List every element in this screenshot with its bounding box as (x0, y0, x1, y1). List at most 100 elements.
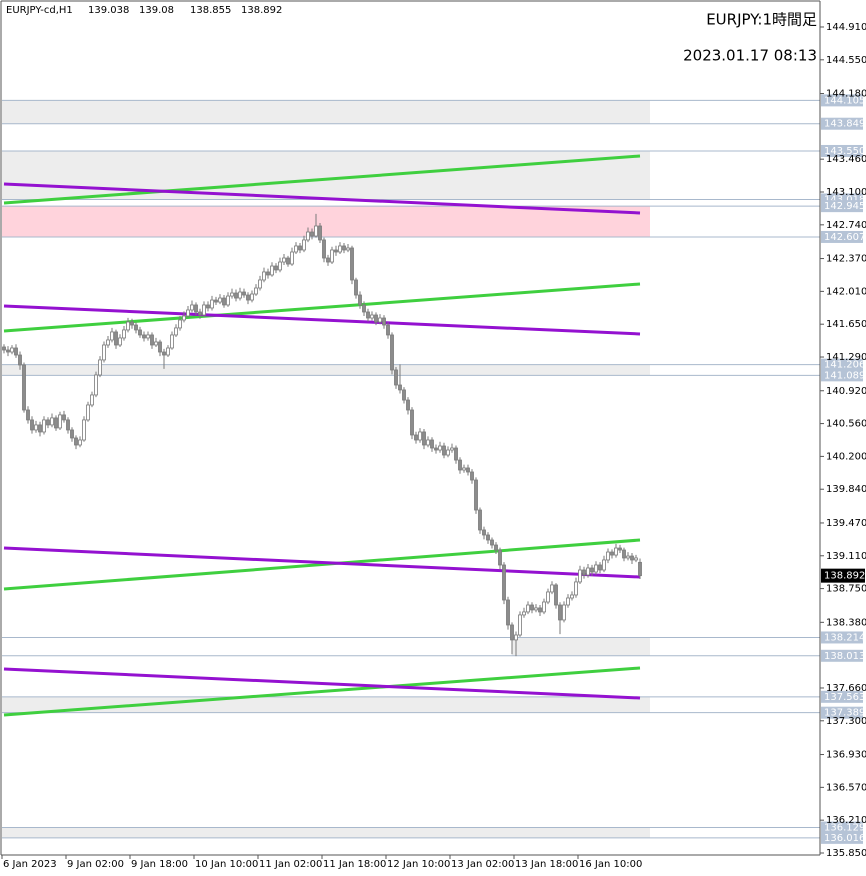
candle-body (30, 419, 34, 431)
candle-body (170, 334, 174, 349)
x-tick-label: 11 Jan 02:00 (259, 859, 322, 870)
candle-body (346, 247, 350, 251)
x-tick-label: 9 Jan 02:00 (67, 859, 124, 870)
candle-body (90, 394, 94, 406)
y-tick-label: 136.570 (826, 782, 866, 793)
candle-body (310, 231, 314, 237)
candle-body (410, 409, 414, 436)
candle-body (422, 431, 426, 446)
level-label: 142.945 (824, 201, 865, 212)
candle-body (294, 245, 298, 253)
candle-body (194, 304, 198, 313)
candle-body (490, 539, 494, 546)
candle-body (242, 291, 246, 296)
last-open: 139.038 (88, 5, 129, 16)
x-tick-label: 11 Jan 18:00 (323, 859, 386, 870)
last-low: 138.855 (190, 5, 231, 16)
level-label-box (821, 649, 863, 662)
candle-body (566, 597, 570, 606)
candle-body (386, 324, 390, 336)
y-tick-label: 137.300 (826, 716, 866, 727)
candle-body (114, 331, 118, 346)
candle-body (402, 389, 406, 401)
trendline (3, 667, 641, 700)
candle-body (306, 231, 310, 241)
candle-body (254, 287, 258, 295)
candle-body (462, 467, 466, 471)
candle-body (382, 317, 386, 326)
level-label: 136.016 (824, 833, 865, 844)
candle-body (50, 417, 54, 426)
zone (2, 206, 650, 237)
candle-body (322, 239, 326, 259)
candle-body (434, 447, 438, 451)
y-tick-label: 138.380 (826, 617, 866, 628)
candle-body (214, 299, 218, 303)
candle-body (542, 601, 546, 613)
candle-body (102, 344, 106, 361)
candle-body (354, 279, 358, 296)
level-label: 144.105 (824, 95, 865, 106)
level-label: 137.563 (824, 692, 865, 703)
candle-body (110, 331, 114, 341)
level-label: 138.013 (824, 651, 865, 662)
candle-body (538, 607, 542, 613)
y-tick-label: 144.910 (826, 22, 866, 33)
y-tick-label: 143.100 (826, 187, 866, 198)
candle-body (182, 315, 186, 321)
symbol: EURJPY-cd,H1 (6, 5, 73, 16)
zone (2, 100, 650, 124)
candle-body (618, 547, 622, 551)
candle-body (290, 251, 294, 265)
candle-body (486, 534, 490, 541)
y-tick-label: 142.740 (826, 220, 866, 231)
y-tick-label: 140.920 (826, 386, 866, 397)
trendline (3, 546, 641, 579)
candle-body (450, 447, 454, 451)
level-label-box (821, 831, 863, 844)
candle-body (226, 295, 230, 306)
y-tick-label: 139.840 (826, 484, 866, 495)
zone (2, 150, 650, 200)
trendline (3, 154, 641, 205)
candle-body (126, 321, 130, 331)
y-tick-label: 140.560 (826, 419, 866, 430)
candle-body (14, 347, 18, 356)
level-label: 143.018 (824, 194, 865, 205)
candle-body (174, 327, 178, 336)
chart-subtitle: 2023.01.17 08:13 (683, 47, 817, 65)
candle-body (534, 607, 538, 611)
candle-body (362, 304, 366, 313)
candle-body (602, 559, 606, 571)
trendline (3, 666, 641, 717)
candle-body (122, 329, 126, 339)
level-label: 141.206 (824, 360, 865, 371)
y-tick-label: 142.010 (826, 286, 866, 297)
candle-body (442, 445, 446, 456)
candle-body (586, 567, 590, 576)
candle-body (414, 434, 418, 441)
last-close: 138.892 (241, 5, 282, 16)
candle-body (590, 567, 594, 573)
zone (2, 696, 650, 713)
candle-body (178, 319, 182, 329)
last-high: 139.08 (139, 5, 174, 16)
level-label-box (821, 117, 863, 130)
candle-body (598, 564, 602, 571)
candle-body (530, 604, 534, 611)
candle-body (146, 334, 150, 339)
candle-body (42, 419, 46, 433)
level-label: 143.550 (824, 146, 865, 157)
level-label-box (821, 821, 863, 834)
candle-body (134, 324, 138, 331)
candle-body (198, 311, 202, 316)
candle-body (578, 569, 582, 583)
level-label: 142.607 (824, 232, 865, 243)
candle-body (506, 599, 510, 626)
current-price-box (821, 568, 865, 583)
zone (2, 827, 650, 838)
x-tick-label: 13 Jan 02:00 (451, 859, 514, 870)
y-tick-label: 143.460 (826, 154, 866, 165)
y-tick-label: 144.180 (826, 89, 866, 100)
